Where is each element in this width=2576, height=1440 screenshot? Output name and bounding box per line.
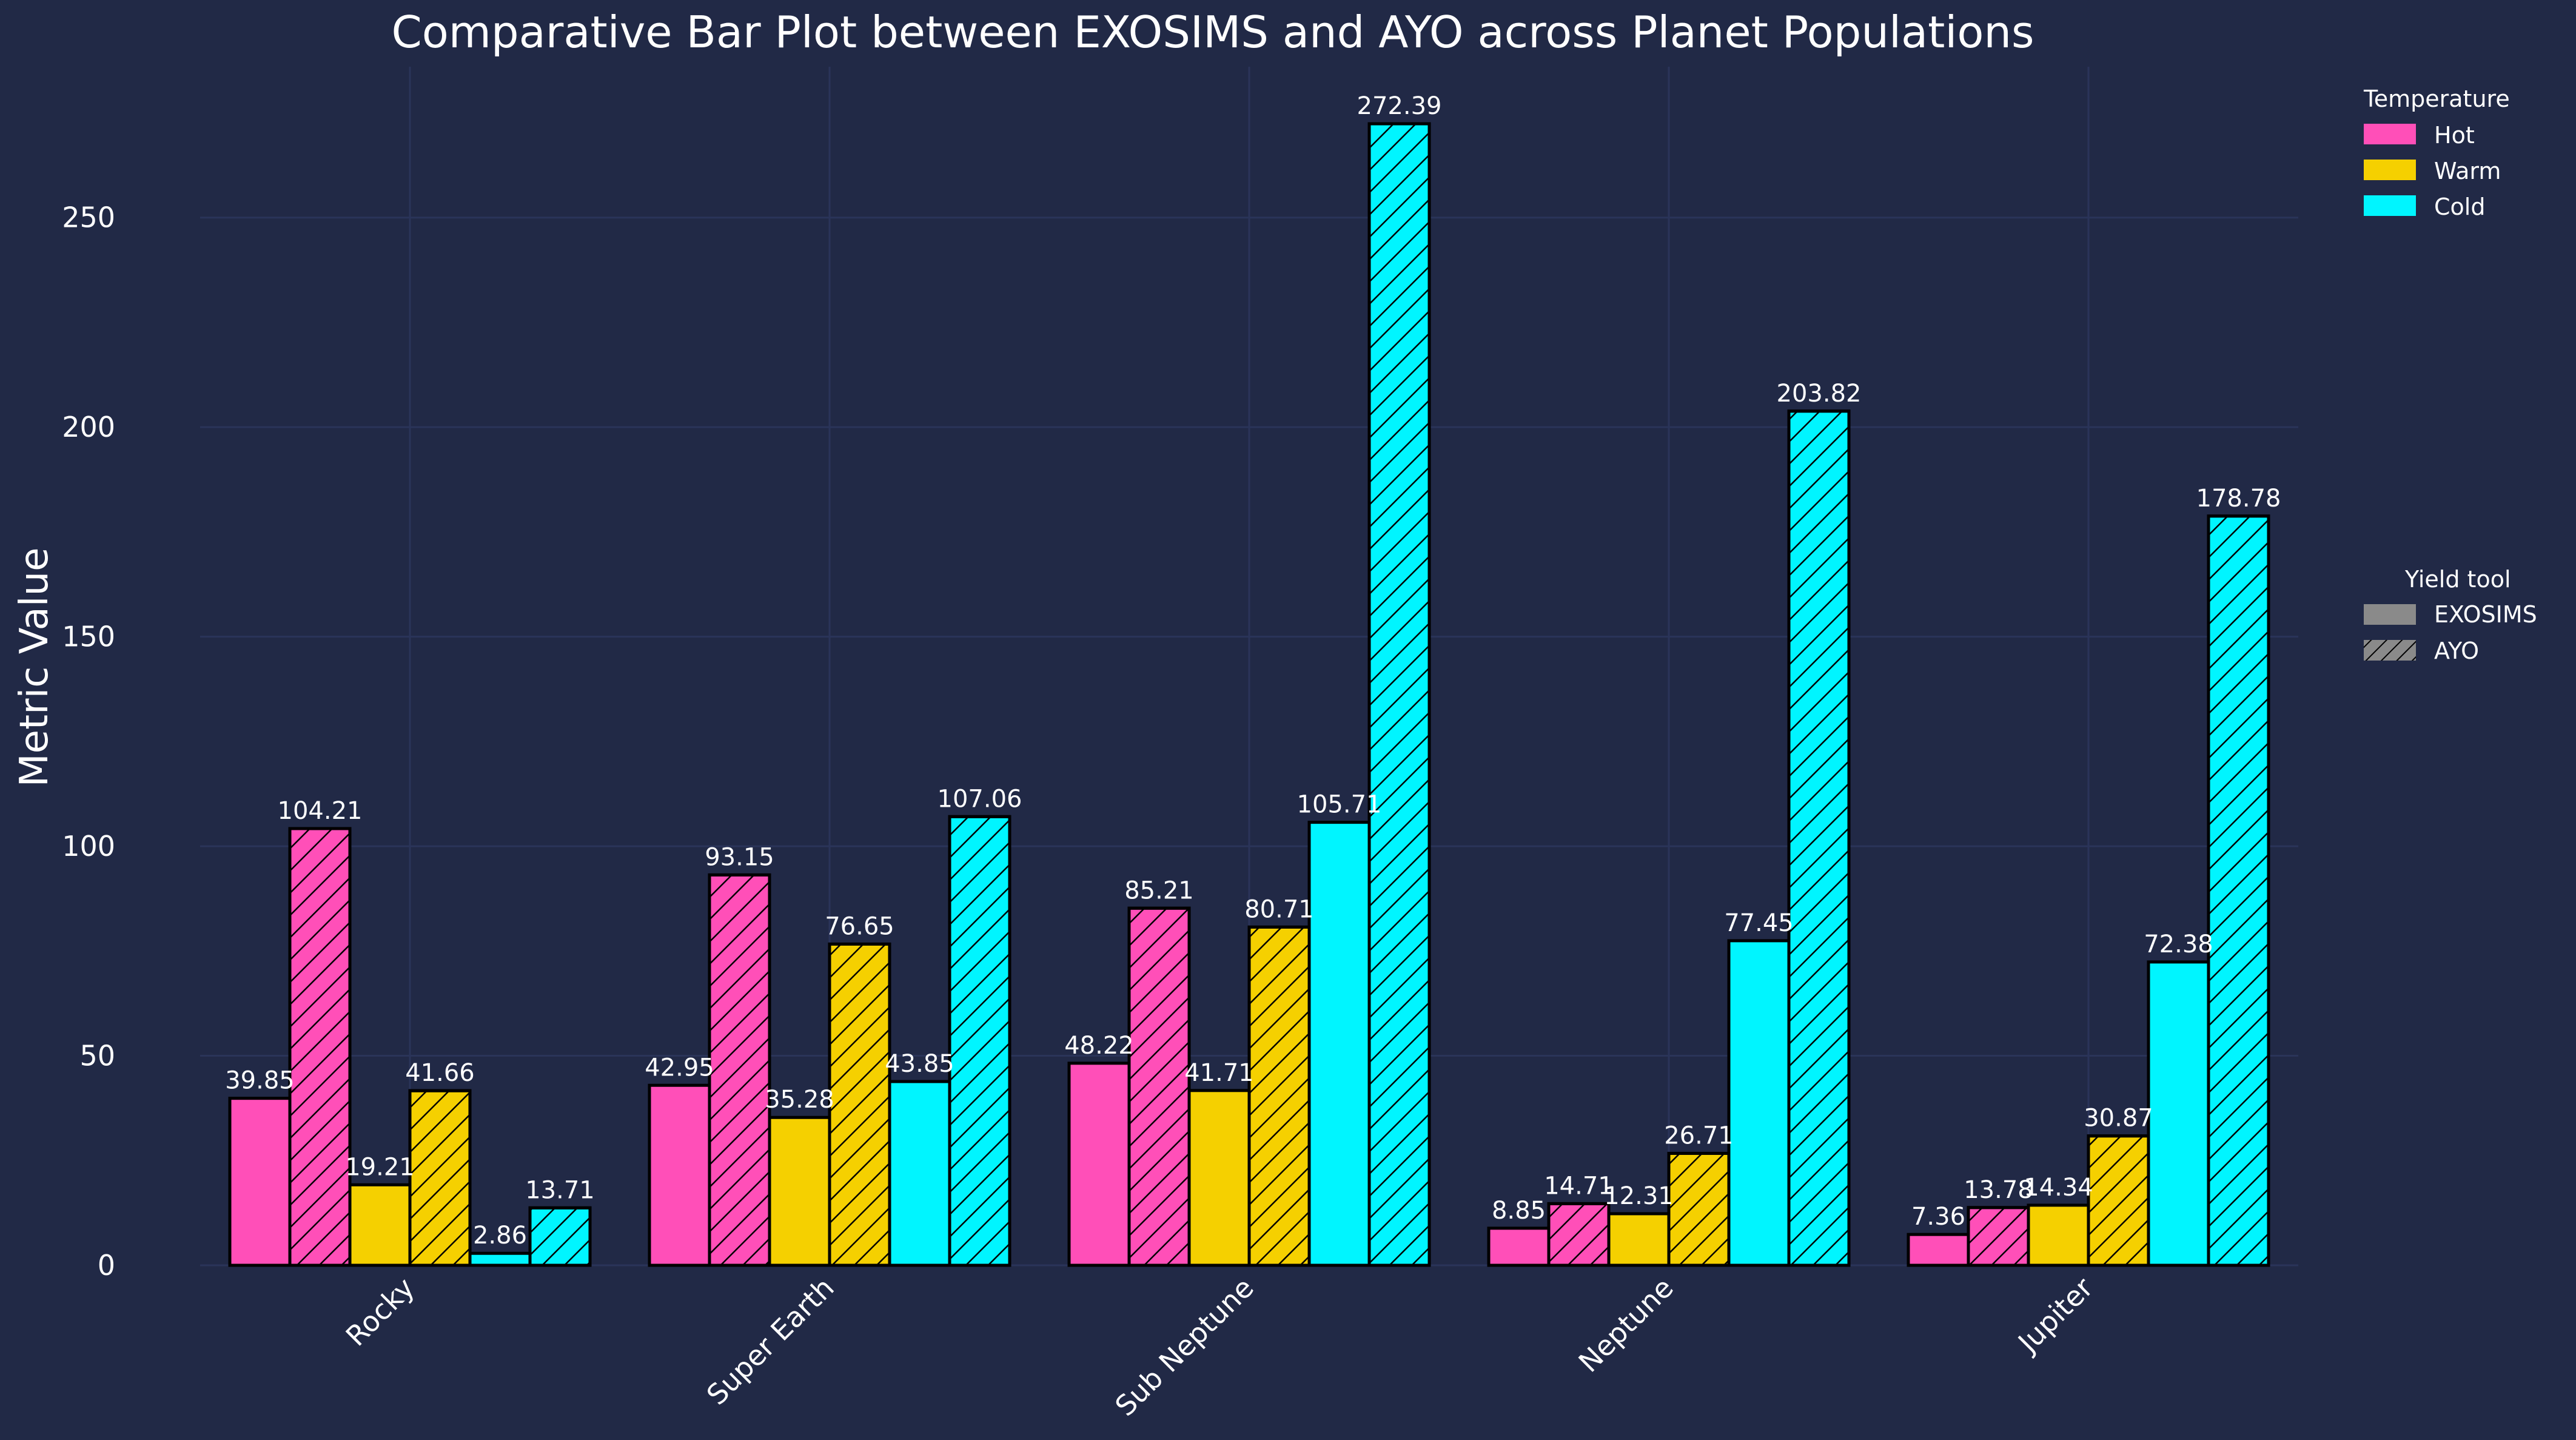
data-labels: 39.85 42.95 48.22 8.85 7.36 104.21 93.15 85.21 1… xyxy=(225,92,2281,1250)
bar-jupiter-warm-exosims xyxy=(2027,1203,2090,1267)
data-label: 76.65 xyxy=(825,912,894,940)
bar-rocky-hot-ayo-hatch xyxy=(288,827,352,1267)
data-label: 85.21 xyxy=(1124,876,1194,904)
bar-neptune-warm-ayo-hatch xyxy=(1667,1151,1731,1267)
y-tick-label: 250 xyxy=(62,201,115,234)
data-label: 77.45 xyxy=(1724,909,1794,937)
legend-ayo-hatch xyxy=(2364,640,2416,661)
data-label: 104.21 xyxy=(278,797,363,825)
legend-cold-label: Cold xyxy=(2434,193,2485,220)
bar-super-earth-cold-ayo-hatch xyxy=(948,815,1011,1267)
bar-sub-neptune-warm-exosims xyxy=(1187,1089,1251,1267)
data-label: 41.66 xyxy=(405,1059,475,1087)
bar-sub-neptune-cold-exosims xyxy=(1307,821,1371,1267)
data-label: 105.71 xyxy=(1297,791,1382,819)
legend-yield-tool: Yield tool EXOSIMS AYO xyxy=(2364,566,2537,664)
data-label: 93.15 xyxy=(705,843,774,871)
x-tick-label: Rocky xyxy=(340,1271,421,1353)
bar-jupiter-cold-exosims xyxy=(2147,960,2210,1267)
data-label: 42.95 xyxy=(645,1054,714,1082)
y-tick-label: 200 xyxy=(62,411,115,443)
data-label: 19.21 xyxy=(345,1153,415,1181)
legend-temperature-title: Temperature xyxy=(2363,86,2510,112)
x-tick-label: Super Earth xyxy=(700,1271,840,1411)
data-label: 178.78 xyxy=(2196,485,2281,513)
legend-hot-label: Hot xyxy=(2434,122,2475,149)
bar-rocky-cold-ayo-hatch xyxy=(528,1206,592,1267)
bar-neptune-cold-ayo-hatch xyxy=(1787,409,1851,1267)
bars xyxy=(228,122,2270,1267)
bar-sub-neptune-hot-ayo-hatch xyxy=(1127,906,1191,1267)
x-tick-label: Jupiter xyxy=(2010,1271,2099,1360)
data-label: 72.38 xyxy=(2144,930,2213,958)
legend-cold-swatch xyxy=(2364,195,2416,216)
bar-jupiter-cold-ayo-hatch xyxy=(2207,514,2270,1267)
bar-super-earth-hot-ayo-hatch xyxy=(708,873,771,1267)
y-axis-label: Metric Value xyxy=(12,547,57,787)
legend-warm-swatch xyxy=(2364,160,2416,180)
y-tick-label: 0 xyxy=(98,1249,115,1282)
bar-sub-neptune-warm-ayo-hatch xyxy=(1247,925,1311,1267)
bar-jupiter-warm-ayo-hatch xyxy=(2087,1134,2150,1267)
data-label: 43.85 xyxy=(885,1050,954,1078)
grid xyxy=(200,67,2298,1267)
y-tick-label: 150 xyxy=(62,621,115,653)
data-label: 48.22 xyxy=(1064,1032,1134,1060)
data-label: 8.85 xyxy=(1492,1197,1546,1225)
data-label: 39.85 xyxy=(225,1067,295,1095)
data-label: 35.28 xyxy=(765,1086,834,1114)
legend-warm-label: Warm xyxy=(2434,158,2501,184)
bar-neptune-cold-exosims xyxy=(1727,939,1791,1267)
data-label: 26.71 xyxy=(1664,1122,1734,1149)
bar-rocky-warm-exosims xyxy=(348,1183,412,1267)
data-label: 13.78 xyxy=(1964,1176,2033,1204)
data-label: 203.82 xyxy=(1777,380,1862,408)
bar-neptune-hot-ayo-hatch xyxy=(1547,1202,1611,1267)
y-tick-label: 50 xyxy=(79,1040,115,1072)
data-label: 12.31 xyxy=(1604,1182,1674,1210)
bar-neptune-hot-exosims xyxy=(1487,1226,1551,1267)
legend-ayo-label: AYO xyxy=(2434,638,2479,664)
bar-rocky-cold-exosims xyxy=(468,1251,532,1267)
bar-sub-neptune-cold-ayo-hatch xyxy=(1367,122,1431,1267)
legend-hot-swatch xyxy=(2364,124,2416,144)
data-label: 13.71 xyxy=(525,1176,595,1204)
data-label: 272.39 xyxy=(1357,92,1442,120)
data-label: 80.71 xyxy=(1244,895,1314,923)
legend-exosims-label: EXOSIMS xyxy=(2434,601,2537,628)
bar-neptune-warm-exosims xyxy=(1607,1212,1671,1267)
data-label: 14.34 xyxy=(2024,1174,2093,1202)
bar-super-earth-hot-exosims xyxy=(648,1083,711,1267)
bar-sub-neptune-hot-exosims xyxy=(1067,1061,1131,1267)
data-label: 30.87 xyxy=(2084,1105,2153,1132)
bar-jupiter-hot-exosims xyxy=(1907,1233,1970,1267)
bar-super-earth-cold-exosims xyxy=(888,1080,951,1267)
bar-rocky-warm-ayo-hatch xyxy=(408,1089,472,1267)
data-label: 107.06 xyxy=(937,785,1022,813)
legend-exosims-swatch xyxy=(2364,604,2416,625)
bar-jupiter-hot-ayo-hatch xyxy=(1967,1206,2030,1267)
legend-tool-title: Yield tool xyxy=(2404,566,2511,593)
bar-super-earth-warm-ayo-hatch xyxy=(828,942,891,1267)
bar-rocky-hot-exosims xyxy=(228,1097,292,1267)
y-tick-label: 100 xyxy=(62,830,115,863)
data-label: 2.86 xyxy=(473,1222,527,1250)
data-label: 7.36 xyxy=(1911,1203,1965,1231)
bar-super-earth-warm-exosims xyxy=(768,1115,831,1267)
legend-temperature: Temperature Hot Warm Cold xyxy=(2363,86,2510,220)
chart-title: Comparative Bar Plot between EXOSIMS and… xyxy=(391,7,2034,58)
data-label: 14.71 xyxy=(1544,1172,1614,1200)
x-tick-label: Neptune xyxy=(1572,1271,1680,1379)
data-label: 41.71 xyxy=(1184,1059,1254,1087)
x-tick-label: Sub Neptune xyxy=(1109,1271,1259,1422)
